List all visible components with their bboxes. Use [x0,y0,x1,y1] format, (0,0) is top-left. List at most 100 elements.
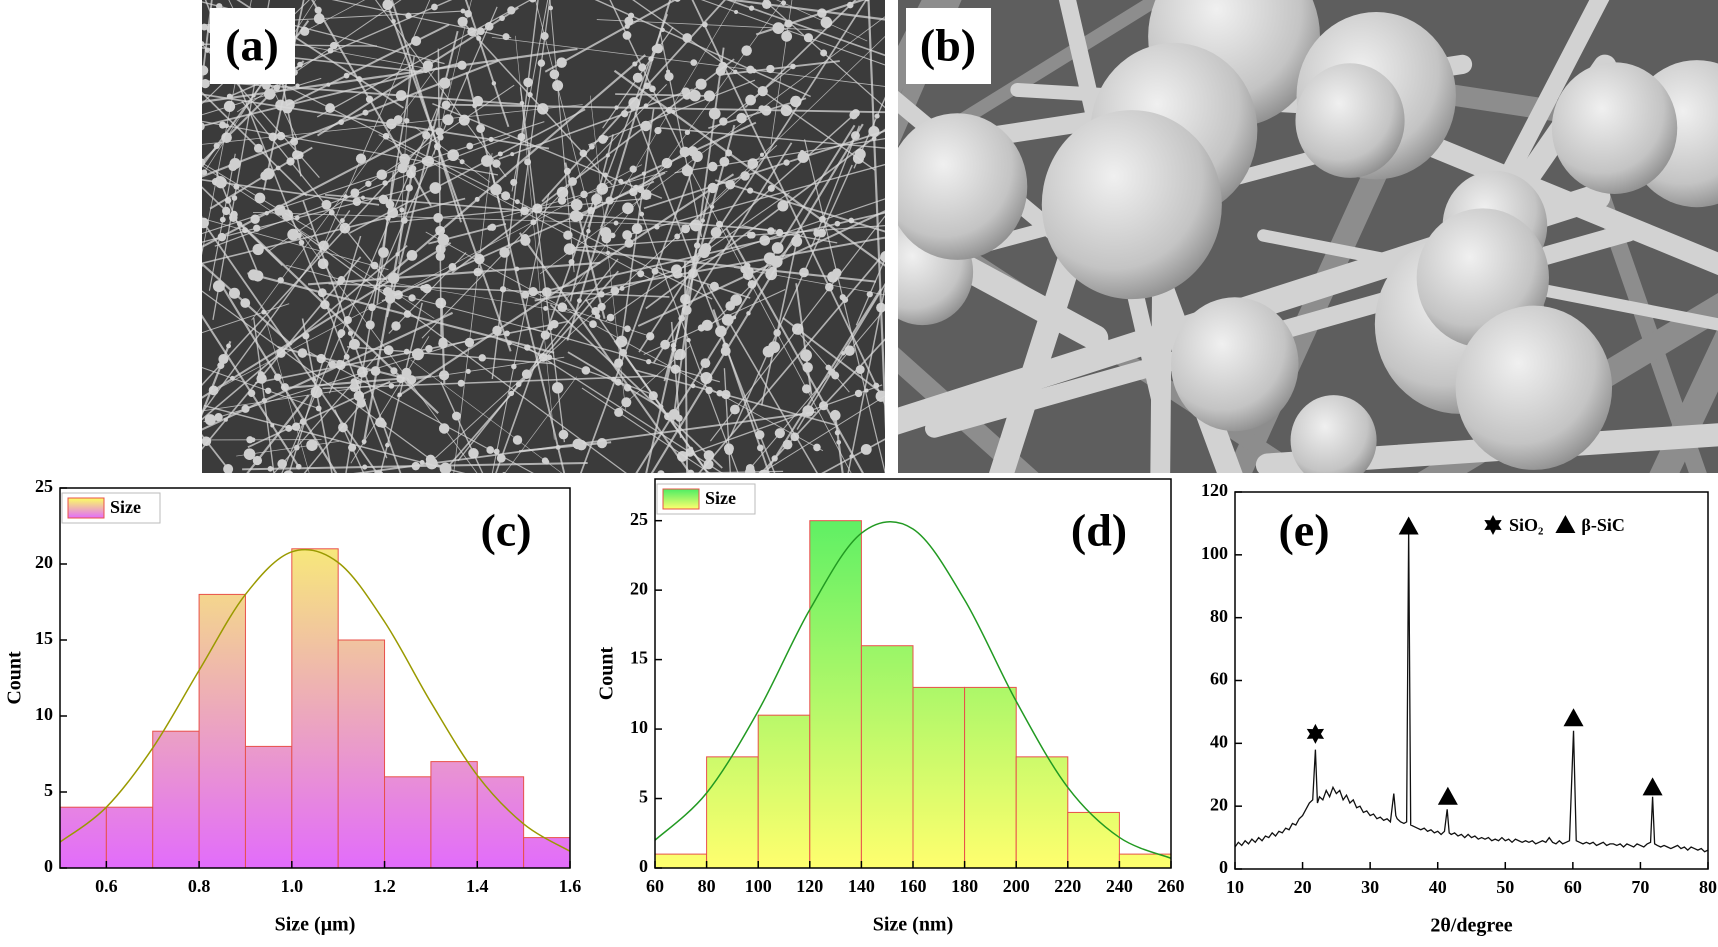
y-tick-label: 20 [630,578,648,598]
fiber [220,283,338,473]
bead [397,162,408,174]
bead [437,233,450,246]
bead [686,338,691,343]
fiber [549,303,723,469]
triangle-marker [1563,708,1584,727]
fiber [659,31,703,237]
x-tick-label: 40 [1429,877,1447,897]
bead [265,387,272,394]
bead [671,264,682,276]
fiber [241,224,439,415]
y-tick-label: 10 [630,717,648,737]
bead [302,332,310,340]
bar [152,730,200,869]
bar [1015,756,1069,869]
bead [130,459,134,463]
bead [834,220,841,227]
bead [703,450,715,461]
bead [507,6,516,15]
bead [215,3,223,10]
bead [190,416,201,427]
fiber [821,438,885,473]
bead [591,193,602,205]
bead [254,192,266,204]
bead [772,22,785,35]
bead [693,242,701,249]
bead [365,180,372,187]
bead [613,220,619,226]
bead [841,351,846,356]
bead [387,272,400,284]
x-tick-label: 10 [1226,877,1244,897]
bead [429,182,442,194]
bead [176,404,188,416]
fiber [410,359,563,473]
fiber [202,242,452,399]
bead [431,3,438,11]
bead [580,190,588,199]
bead [408,294,416,302]
triangle-marker [1642,777,1663,796]
bead [117,175,128,186]
bead [151,218,161,228]
bead [606,313,615,322]
bead [226,93,233,100]
bead [355,153,367,164]
fiber [302,200,402,473]
bead [849,454,854,459]
fiber [691,171,852,473]
fiber [202,439,322,441]
bead [1551,62,1678,194]
bead [348,338,360,350]
label-box [906,8,991,84]
bead [339,218,345,223]
fit-curve [59,548,571,852]
bead [514,199,520,205]
bead [703,90,715,102]
bead [747,187,754,194]
fiber [833,409,844,473]
bead [674,0,681,2]
bead [257,371,265,378]
bead [740,171,750,181]
y-tick-label: 100 [1201,543,1228,563]
fiber [678,384,883,459]
fiber [303,398,366,473]
y-tick-label: 20 [35,552,53,572]
bead [499,286,507,293]
fiber [518,232,692,473]
bead [777,200,789,212]
x-tick-label: 20 [1294,877,1312,897]
bead [478,354,486,362]
bead [621,397,632,408]
fiber [898,90,1106,278]
fiber [202,125,435,248]
x-tick-label: 1.6 [559,876,582,896]
fiber [623,163,885,237]
bead [624,238,634,248]
bead [378,194,389,205]
bead [492,159,501,168]
bead [622,230,633,241]
fiber [584,198,885,302]
bead [863,499,873,509]
bead [630,475,638,483]
x-tick-label: 220 [1054,876,1081,896]
bead [698,246,710,259]
bead [272,502,282,512]
bead [1171,297,1299,432]
bead [651,267,659,275]
bead [367,321,374,327]
fiber [627,178,739,473]
bead [510,152,515,157]
star-marker [1484,515,1502,535]
bead [725,179,736,190]
bead [799,267,809,278]
fiber [565,247,877,283]
bead [474,196,480,202]
bead [273,373,282,381]
bead [388,383,395,389]
bead [348,443,357,452]
bead [576,298,582,304]
